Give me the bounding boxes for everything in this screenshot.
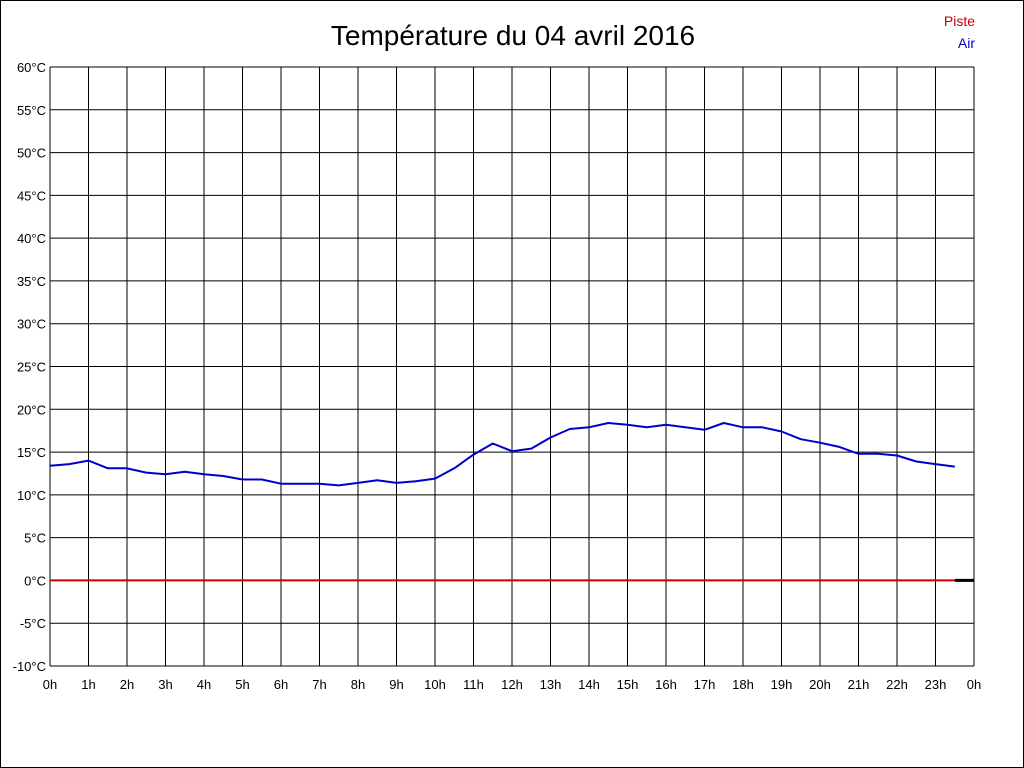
x-tick-label: 20h bbox=[809, 677, 831, 692]
x-tick-label: 4h bbox=[197, 677, 211, 692]
y-tick-label: 30°C bbox=[17, 317, 46, 332]
x-tick-label: 7h bbox=[312, 677, 326, 692]
y-tick-label: 20°C bbox=[17, 402, 46, 417]
y-tick-label: 60°C bbox=[17, 60, 46, 75]
x-tick-label: 6h bbox=[274, 677, 288, 692]
legend-item-air: Air bbox=[958, 35, 975, 51]
y-tick-label: 50°C bbox=[17, 146, 46, 161]
y-tick-label: 45°C bbox=[17, 188, 46, 203]
x-tick-label: 8h bbox=[351, 677, 365, 692]
x-tick-label: 0h bbox=[967, 677, 981, 692]
x-tick-label: 0h bbox=[43, 677, 57, 692]
y-tick-label: 35°C bbox=[17, 274, 46, 289]
x-tick-label: 1h bbox=[81, 677, 95, 692]
series-line-air bbox=[49, 422, 955, 487]
x-tick-label: 9h bbox=[389, 677, 403, 692]
x-tick-label: 5h bbox=[235, 677, 249, 692]
x-tick-label: 21h bbox=[848, 677, 870, 692]
x-tick-label: 2h bbox=[120, 677, 134, 692]
x-tick-label: 19h bbox=[771, 677, 793, 692]
y-tick-label: 10°C bbox=[17, 488, 46, 503]
y-tick-label: 5°C bbox=[24, 531, 46, 546]
x-tick-label: 15h bbox=[617, 677, 639, 692]
x-tick-label: 16h bbox=[655, 677, 677, 692]
x-tick-label: 17h bbox=[694, 677, 716, 692]
chart-title: Température du 04 avril 2016 bbox=[331, 20, 695, 51]
y-tick-label: -10°C bbox=[13, 659, 46, 674]
y-tick-label: -5°C bbox=[20, 616, 46, 631]
legend-item-piste: Piste bbox=[944, 13, 975, 29]
x-tick-label: 14h bbox=[578, 677, 600, 692]
y-tick-label: 25°C bbox=[17, 360, 46, 375]
y-axis-labels: 60°C 55°C 50°C 45°C 40°C 35°C 30°C 25°C 20°C 15°C… bbox=[13, 60, 46, 674]
x-tick-label: 11h bbox=[463, 677, 484, 692]
series-lines bbox=[49, 422, 974, 582]
grid bbox=[49, 66, 975, 667]
y-tick-label: 55°C bbox=[17, 103, 46, 118]
x-tick-label: 10h bbox=[424, 677, 446, 692]
x-tick-label: 12h bbox=[501, 677, 523, 692]
x-tick-label: 23h bbox=[925, 677, 947, 692]
legend: Piste Air bbox=[944, 13, 975, 51]
x-tick-label: 3h bbox=[158, 677, 172, 692]
y-tick-label: 40°C bbox=[17, 231, 46, 246]
y-tick-label: 0°C bbox=[24, 573, 46, 588]
x-tick-label: 18h bbox=[732, 677, 754, 692]
x-tick-label: 13h bbox=[540, 677, 562, 692]
x-tick-label: 22h bbox=[886, 677, 908, 692]
x-axis-labels: 0h 1h 2h 3h 4h 5h 6h 7h 8h 9h 10h 11h 12h 13h 14h 15h 16… bbox=[43, 677, 981, 692]
y-tick-label: 15°C bbox=[17, 445, 46, 460]
